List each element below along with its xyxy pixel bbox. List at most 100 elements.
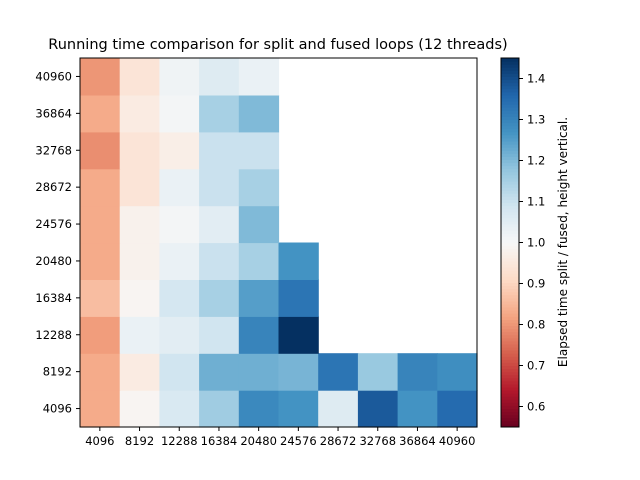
heatmap-cell-28672-4096 [80,168,121,207]
heatmap-cell-24576-4096 [80,205,121,244]
colorbar-segment [501,254,519,259]
colorbar-segment [501,147,519,151]
heatmap-cell-8192-16384 [199,353,240,391]
colorbar-segment [501,307,519,311]
colorbar-segment [501,285,519,290]
colorbar-segment [501,76,519,81]
colorbar-segment [501,374,519,379]
colorbar-segment [501,251,519,256]
colorbar-segment [501,171,519,176]
heatmap-cell-16384-20480 [238,279,280,317]
colorbar-segment [501,67,519,71]
heatmap-cell-8192-4096 [80,353,121,391]
y-tick-label: 12288 [35,328,72,342]
colorbar-segment [501,356,519,360]
heatmap-cell-40960-20480 [238,58,280,96]
colorbar-segment [501,353,519,357]
heatmap-cell-40960-8192 [119,58,160,96]
heatmap-cell-36864-16384 [199,94,240,133]
heatmap-cell-12288-24576 [278,316,319,354]
heatmap-cell-32768-16384 [199,131,240,170]
heatmap-cell-20480-16384 [199,242,240,280]
heatmap-cell-20480-20480 [238,242,280,280]
colorbar-tick-label: 1.2 [527,154,545,168]
heatmap-cell-16384-8192 [119,279,160,317]
colorbar-segment [501,291,519,296]
colorbar-segment [501,270,519,274]
heatmap-cell-24576-8192 [119,205,160,244]
x-tick-label: 4096 [85,434,114,448]
x-tick-label: 16384 [201,434,238,448]
heatmap-cell-16384-12288 [159,279,200,317]
heatmap-cell-32768-4096 [80,131,121,170]
colorbar-segment [501,168,519,173]
colorbar-segment [501,273,519,277]
colorbar-segment [501,119,519,124]
chart-title: Running time comparison for split and fu… [48,37,507,53]
colorbar-segment [501,417,519,422]
colorbar: 0.6 0.7 0.8 0.9 1.0 1.1 1.2 1.3 1.4 [500,57,545,428]
y-tick-label: 4096 [43,402,72,416]
colorbar-label: Elapsed time split / fused, height verti… [556,117,570,367]
heatmap-cell-28672-20480 [238,168,280,207]
colorbar-segment [501,64,519,68]
colorbar-segment [501,122,519,127]
heatmap-cell-20480-8192 [119,242,160,280]
colorbar-segment [501,362,519,367]
colorbar-segment [501,260,519,265]
colorbar-segment [501,276,519,280]
colorbar-segment [501,267,519,271]
heatmap-cell-20480-4096 [80,242,121,280]
colorbar-segment [501,297,519,302]
colorbar-tick-label: 1.0 [527,236,545,250]
colorbar-segment [501,242,519,247]
colorbar-segment [501,137,519,142]
heatmap-cell-28672-8192 [119,168,160,207]
colorbar-segment [501,61,519,65]
colorbar-segment [501,316,519,320]
colorbar-segment [501,337,519,342]
colorbar-segment [501,279,519,283]
colorbar-segment [501,150,519,154]
heatmap-cell-8192-24576 [278,353,319,391]
colorbar-segment [501,371,519,376]
colorbar-segment [501,365,519,370]
colorbar-segment [501,214,519,219]
heatmap-cell-32768-12288 [159,131,200,170]
x-tick-label: 28672 [320,434,357,448]
heatmap-cell-36864-4096 [80,94,121,133]
colorbar-segment [501,359,519,363]
colorbar-segment [501,144,519,148]
colorbar-segment [501,423,519,428]
colorbar-segment [501,187,519,191]
x-tick-label: 40960 [439,434,476,448]
colorbar-segment [501,82,519,87]
colorbar-segment [501,199,519,204]
colorbar-segment [501,405,519,410]
heatmap-cell-4096-28672 [318,390,359,428]
heatmap-cell-28672-16384 [199,168,240,207]
colorbar-segment [501,196,519,200]
y-tick-label: 8192 [43,365,72,379]
colorbar-segment [501,205,519,210]
x-tick-label: 32768 [359,434,396,448]
colorbar-segment [501,58,519,62]
heatmap-cell-8192-8192 [119,353,160,391]
colorbar-segment [501,153,519,157]
colorbar-segment [501,368,519,373]
colorbar-segment [501,319,519,323]
colorbar-segment [501,383,519,388]
heatmap-cell-8192-12288 [159,353,200,391]
colorbar-segment [501,125,519,130]
colorbar-segment [501,294,519,299]
colorbar-segment [501,300,519,305]
colorbar-segment [501,156,519,160]
colorbar-segment [501,116,519,121]
colorbar-segment [501,85,519,90]
heatmap-cell-8192-28672 [318,353,359,391]
heatmap-cell-8192-32768 [357,353,399,391]
heatmap-cell-24576-16384 [199,205,240,244]
colorbar-segment [501,393,519,397]
heatmap-cell-4096-4096 [80,390,121,428]
y-tick-label: 28672 [35,180,72,194]
